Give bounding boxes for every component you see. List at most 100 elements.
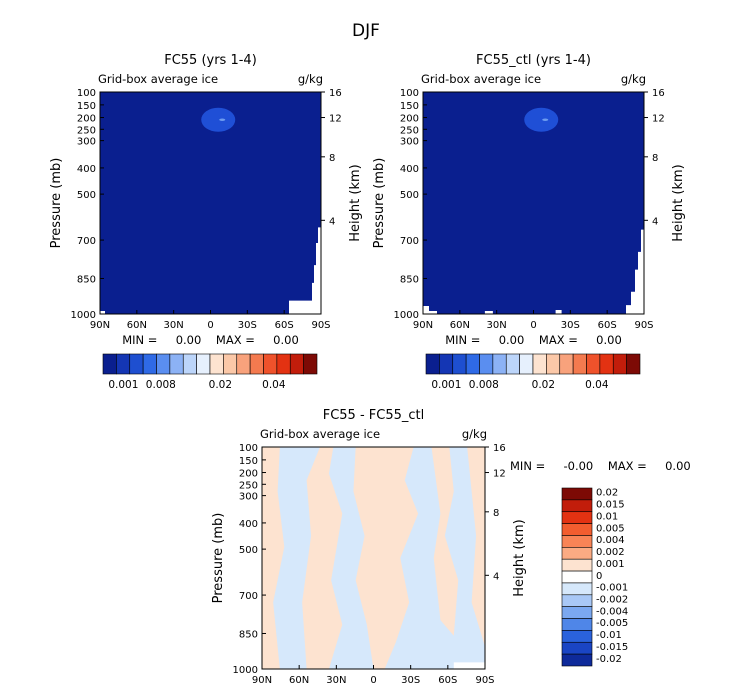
pressure-tick-label: 1000 xyxy=(394,310,419,321)
colorbar-label: 0.01 xyxy=(596,511,618,522)
colorbar-swatch xyxy=(182,353,197,375)
latitude-tick-label: 30S xyxy=(401,675,420,686)
colorbar-label: 0.02 xyxy=(532,379,555,391)
field-label: Grid-box average ice xyxy=(421,72,541,86)
ice-maximum-blob xyxy=(524,107,559,132)
field-area xyxy=(100,92,321,314)
colorbar-swatch xyxy=(519,353,534,375)
colorbar-swatch xyxy=(586,353,601,375)
height-tick-label: 4 xyxy=(493,571,499,582)
colorbar-label: -0.002 xyxy=(596,595,628,606)
colorbar-swatch xyxy=(452,353,467,375)
colorbar-swatch xyxy=(263,353,278,375)
colorbar-swatch xyxy=(561,618,593,631)
terrain-mask-right xyxy=(289,227,321,314)
colorbar-swatch xyxy=(303,353,318,375)
colorbar-label: 0.02 xyxy=(209,379,232,391)
field-label: Grid-box average ice xyxy=(260,427,380,441)
height-axis-label: Height (km) xyxy=(348,164,363,241)
height-tick-label: 12 xyxy=(493,469,506,480)
colorbar-swatch xyxy=(129,353,144,375)
latitude-tick-label: 30S xyxy=(238,320,257,331)
pressure-tick-label: 100 xyxy=(239,443,258,454)
pressure-axis-label: Pressure (mb) xyxy=(49,158,64,249)
min-max-stats: MIN = -0.00 MAX = 0.00 xyxy=(510,459,691,473)
units-label: g/kg xyxy=(462,427,487,441)
diff-positive-band xyxy=(353,447,419,669)
colorbar-swatch xyxy=(223,353,238,375)
colorbar-label: 0.04 xyxy=(585,379,609,391)
latitude-tick-label: 30N xyxy=(326,675,346,686)
latitude-tick-label: 60S xyxy=(598,320,617,331)
colorbar-swatch xyxy=(465,353,480,375)
colorbar-swatch xyxy=(561,558,593,572)
ice-maximum-blob xyxy=(201,107,236,132)
pressure-tick-label: 700 xyxy=(400,236,419,247)
latitude-tick-label: 60N xyxy=(450,320,470,331)
colorbar-label: -0.004 xyxy=(596,606,628,617)
colorbar-label: -0.005 xyxy=(596,618,628,629)
height-tick-label: 8 xyxy=(493,508,499,519)
colorbar-swatch xyxy=(559,353,574,375)
latitude-tick-label: 0 xyxy=(530,320,536,331)
field-area xyxy=(262,447,485,669)
pressure-tick-label: 500 xyxy=(400,190,419,201)
height-tick-label: 16 xyxy=(493,443,506,454)
pressure-tick-label: 400 xyxy=(77,164,96,175)
colorbar-swatch xyxy=(276,353,291,375)
latitude-tick-label: 30N xyxy=(164,320,184,331)
latitude-tick-label: 30N xyxy=(487,320,507,331)
panel-difference: FC55 - FC55_ctl Grid-box average ice g/kg 1… xyxy=(211,408,691,686)
min-max-stats: MIN = 0.00 MAX = 0.00 xyxy=(445,333,622,347)
height-tick-label: 12 xyxy=(329,114,342,125)
pressure-tick-label: 400 xyxy=(400,164,419,175)
colorbar-label: 0.008 xyxy=(469,379,499,391)
pressure-tick-label: 250 xyxy=(239,480,258,491)
height-tick-label: 4 xyxy=(329,216,335,227)
height-tick-label: 4 xyxy=(652,216,658,227)
diff-positive-band xyxy=(262,447,285,669)
pressure-tick-label: 250 xyxy=(400,125,419,136)
field-area xyxy=(423,92,644,314)
colorbar-swatch xyxy=(546,353,561,375)
pressure-tick-label: 500 xyxy=(77,190,96,201)
pressure-tick-label: 700 xyxy=(239,591,258,602)
pressure-tick-label: 850 xyxy=(400,274,419,285)
terrain-mask-right xyxy=(626,229,644,314)
latitude-tick-label: 90S xyxy=(311,320,330,331)
pressure-tick-label: 850 xyxy=(77,274,96,285)
pressure-axis-label: Pressure (mb) xyxy=(211,513,226,604)
colorbar-swatch xyxy=(289,353,304,375)
latitude-tick-label: 90S xyxy=(475,675,494,686)
pressure-tick-label: 150 xyxy=(400,101,419,112)
panel-fc55-ctl: FC55_ctl (yrs 1-4) Grid-box average ice g/… xyxy=(372,53,686,391)
panel-fc55: FC55 (yrs 1-4) Grid-box average ice g/kg 10… xyxy=(49,53,363,391)
latitude-tick-label: 90N xyxy=(413,320,433,331)
colorbar-swatch xyxy=(572,353,587,375)
pressure-tick-label: 150 xyxy=(239,456,258,467)
colorbar-swatch xyxy=(532,353,547,375)
colorbar-swatch xyxy=(505,353,520,375)
terrain-mask-left xyxy=(423,306,437,314)
colorbar-swatch xyxy=(612,353,627,375)
colorbar-label: 0.004 xyxy=(596,535,625,546)
latitude-tick-label: 90N xyxy=(252,675,272,686)
colorbar-swatch xyxy=(142,353,157,375)
pressure-tick-label: 1000 xyxy=(71,310,96,321)
pressure-tick-label: 500 xyxy=(239,545,258,556)
pressure-tick-label: 100 xyxy=(77,88,96,99)
height-tick-label: 8 xyxy=(652,153,658,164)
pressure-tick-label: 1000 xyxy=(233,665,258,676)
latitude-tick-label: 30S xyxy=(561,320,580,331)
colorbar-label: 0.008 xyxy=(146,379,176,391)
colorbar-swatch xyxy=(236,353,251,375)
colorbar-swatch xyxy=(425,353,440,375)
colorbar-swatch xyxy=(561,487,593,501)
latitude-tick-label: 90N xyxy=(90,320,110,331)
pressure-tick-label: 200 xyxy=(239,469,258,480)
height-tick-label: 8 xyxy=(329,153,335,164)
colorbar-swatch xyxy=(626,353,641,375)
colorbar-swatch xyxy=(561,653,593,667)
terrain-mask-left xyxy=(100,311,105,314)
